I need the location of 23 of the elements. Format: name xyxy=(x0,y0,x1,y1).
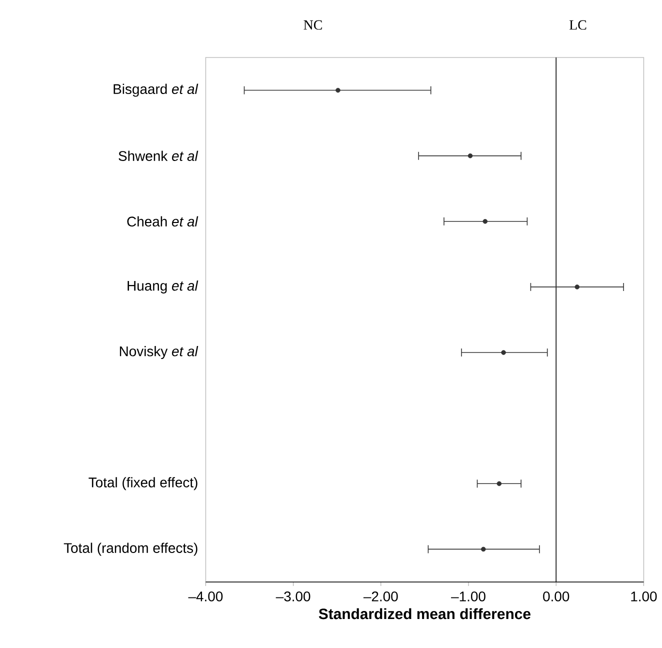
x-tick-label: –3.00 xyxy=(276,592,310,602)
text: LC xyxy=(570,20,586,30)
y-tick-label: Total (fixed effect) xyxy=(88,477,198,490)
x-tick-label: –1.00 xyxy=(451,592,486,602)
point xyxy=(496,481,502,486)
point xyxy=(482,218,488,224)
x-tick-label: –4.00 xyxy=(188,592,223,602)
y-tick-label: Shwenk et al xyxy=(118,150,198,161)
point xyxy=(480,546,486,552)
y-tick-label: Total (random effects) xyxy=(64,542,198,556)
x-tick-label: 0.00 xyxy=(543,592,570,602)
point xyxy=(501,350,506,355)
x-tick-label: –2.00 xyxy=(363,592,398,602)
y-tick-label: Bisgaard et al xyxy=(114,84,198,97)
point xyxy=(574,284,580,290)
point xyxy=(468,153,473,158)
text: NC xyxy=(304,20,322,30)
y-tick-label: Novisky et al xyxy=(120,346,198,360)
x-tick-label: 1.00 xyxy=(631,592,657,602)
y-tick-label: Cheah et al xyxy=(127,216,198,227)
x-axis-title: Standardized mean difference xyxy=(318,608,530,620)
point xyxy=(336,88,340,93)
y-tick-label: Huang et al xyxy=(128,280,198,294)
